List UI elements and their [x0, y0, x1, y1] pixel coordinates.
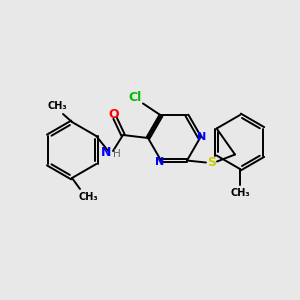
Text: N: N	[101, 146, 111, 158]
Text: CH₃: CH₃	[47, 101, 67, 111]
Text: CH₃: CH₃	[230, 188, 250, 198]
Text: S: S	[208, 156, 217, 169]
Text: Cl: Cl	[128, 91, 142, 104]
Text: CH₃: CH₃	[78, 192, 98, 202]
Text: H: H	[113, 149, 121, 159]
Text: N: N	[155, 157, 165, 166]
Text: O: O	[109, 107, 119, 121]
Text: N: N	[197, 132, 207, 142]
